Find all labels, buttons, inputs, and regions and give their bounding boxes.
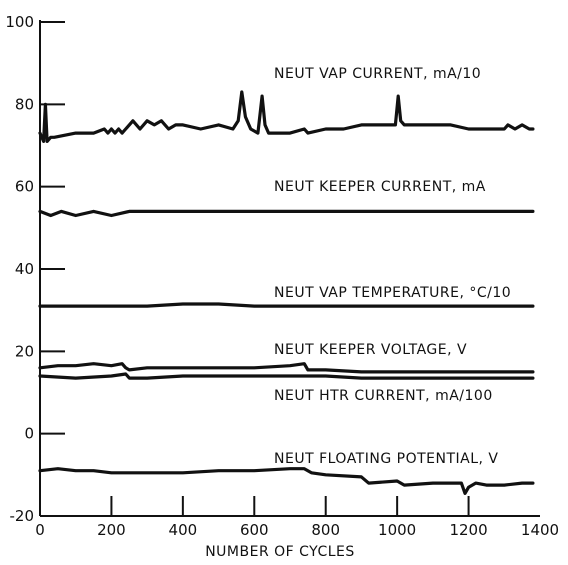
series-line <box>38 362 535 374</box>
series-label: NEUT HTR CURRENT, mA/100 <box>274 388 493 404</box>
series-label: NEUT VAP CURRENT, mA/10 <box>274 66 481 82</box>
x-tick-label: 400 <box>169 521 198 539</box>
series-line <box>38 90 535 143</box>
y-tick-label: 80 <box>15 95 34 113</box>
x-tick-label: 0 <box>35 521 45 539</box>
series-line <box>38 372 535 380</box>
x-tick-label: 1400 <box>521 521 559 539</box>
series-labels: NEUT VAP CURRENT, mA/10 NEUT KEEPER CURRE… <box>274 66 511 467</box>
y-tick-label: 20 <box>15 342 34 360</box>
y-tick-label: -20 <box>10 507 35 525</box>
series-label: NEUT FLOATING POTENTIAL, V <box>274 451 499 467</box>
x-tick-label: 800 <box>311 521 340 539</box>
series-label: NEUT VAP TEMPERATURE, °C/10 <box>274 285 511 301</box>
x-tick-label: 1200 <box>449 521 487 539</box>
x-axis-title: NUMBER OF CYCLES <box>205 544 355 560</box>
series-group <box>38 90 535 495</box>
series-line <box>38 302 535 308</box>
y-tick-label: 0 <box>24 425 34 443</box>
series-label: NEUT KEEPER VOLTAGE, V <box>274 342 467 358</box>
series-line <box>38 209 535 218</box>
x-tick-label: 1000 <box>378 521 416 539</box>
x-tick-label: 600 <box>240 521 269 539</box>
series-label: NEUT KEEPER CURRENT, mA <box>274 179 486 195</box>
y-tick-label: 100 <box>5 13 34 31</box>
x-tick-label: 200 <box>97 521 126 539</box>
series-line <box>38 467 535 495</box>
y-tick-label: 40 <box>15 260 34 278</box>
y-tick-label: 60 <box>15 178 34 196</box>
axes <box>39 20 540 517</box>
